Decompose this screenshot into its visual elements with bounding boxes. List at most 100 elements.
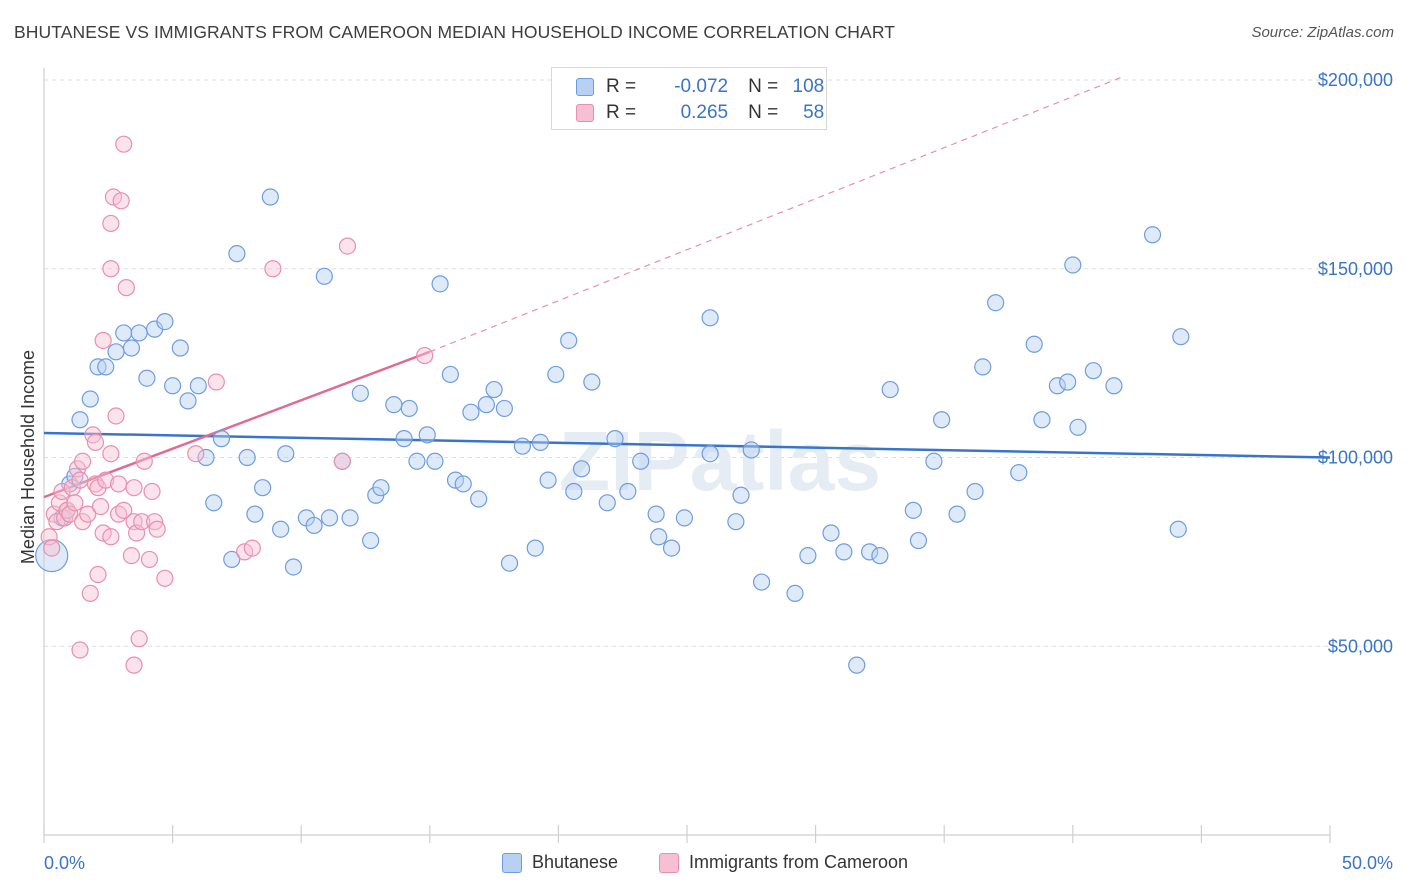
point-bhutanese [395,430,413,448]
point-bhutanese [560,331,578,350]
legend-item-cameroon[interactable]: Immigrants from Cameroon [659,852,908,873]
point-bhutanese [598,494,616,512]
x-tick-label-left: 0.0% [44,853,85,873]
point-cameroon [102,214,120,233]
point-bhutanese [418,426,436,444]
point-bhutanese [1048,377,1066,395]
point-bhutanese [531,433,549,451]
point-bhutanese [1172,328,1190,346]
point-cameroon [97,471,115,489]
point-bhutanese [500,554,519,572]
point-bhutanese [1059,373,1077,391]
legend-label-cameroon: Immigrants from Cameroon [689,852,909,872]
n-label: N = [748,76,779,97]
point-bhutanese [485,380,503,399]
point-cameroon [89,565,107,584]
point-bhutanese [470,490,488,508]
point-cameroon [264,260,282,278]
point-bhutanese [583,373,601,391]
legend-item-bhutanese[interactable]: Bhutanese [502,852,618,873]
y-tick-label: $50,000 [1328,636,1393,656]
point-bhutanese [904,501,922,519]
point-cameroon [117,279,135,297]
legend-swatch-bhutanese [576,78,594,96]
point-cameroon [102,445,120,463]
point-cameroon [102,260,120,278]
point-bhutanese [320,509,339,527]
point-bhutanese [572,460,591,478]
point-cameroon [207,373,225,391]
point-cameroon [243,539,261,557]
chart-title: BHUTANESE VS IMMIGRANTS FROM CAMEROON ME… [14,22,896,42]
point-bhutanese [619,482,637,501]
point-cameroon [79,505,97,523]
legend-swatch-bhutanese [502,852,522,873]
point-bhutanese [97,358,115,376]
point-bhutanese [238,448,256,467]
y-tick-label: $150,000 [1318,259,1393,279]
point-bhutanese [1010,464,1028,482]
point-cameroon [102,528,120,546]
point-bhutanese [539,471,557,489]
point-cameroon [156,569,174,587]
point-bhutanese [315,267,333,285]
point-bhutanese [647,505,665,523]
point-bhutanese [1084,362,1102,380]
point-bhutanese [81,390,99,408]
n-value-cameroon: 58 [803,102,825,123]
n-value-bhutanese: 108 [792,76,825,97]
point-bhutanese [197,448,215,467]
y-axis-title: Median Household Income [18,350,38,564]
stats-legend-row-bhutanese: R = -0.072 N = 108 [576,75,824,99]
point-bhutanese [701,309,719,327]
trend-line-cameroon-extension [429,75,1125,353]
axes [43,68,1331,843]
point-bhutanese [351,384,369,402]
point-bhutanese [799,547,817,565]
point-bhutanese [171,339,189,357]
r-value-bhutanese: -0.072 [674,76,729,97]
point-bhutanese [179,392,197,410]
point-bhutanese [752,573,771,591]
point-bhutanese [925,452,943,470]
chart-source: Source: ZipAtlas.com [1251,24,1394,41]
point-bhutanese [272,520,290,538]
r-label: R = [606,76,637,97]
point-bhutanese [974,358,992,376]
stats-legend: R = -0.072 N = 108 R = 0.265 N = 58 [551,67,827,130]
point-bhutanese [987,294,1005,312]
point-bhutanese [228,245,246,263]
point-cameroon [112,192,130,210]
point-cameroon [81,584,99,603]
point-bhutanese [835,543,853,561]
point-cameroon [133,513,151,531]
legend-swatch-cameroon [659,852,679,873]
point-cameroon [109,475,128,493]
point-bhutanese [385,396,403,414]
point-bhutanese [426,452,444,470]
point-bhutanese [1169,520,1187,538]
point-bhutanese [1069,418,1087,436]
point-bhutanese [71,411,89,429]
point-bhutanese [205,494,223,512]
point-bhutanese [632,452,650,470]
point-bhutanese [261,188,279,206]
point-bhutanese [662,539,681,557]
point-bhutanese [495,399,513,418]
point-cameroon [53,482,71,501]
point-bhutanese [1105,377,1123,395]
point-bhutanese [1064,256,1082,274]
point-bhutanese [547,365,565,384]
point-bhutanese [565,482,583,501]
point-bhutanese [462,403,480,421]
point-cameroon [125,479,143,497]
point-bhutanese [933,411,951,429]
legend-swatch-cameroon [576,104,594,122]
point-bhutanese [284,558,303,576]
point-bhutanese [881,380,899,399]
point-cameroon [140,550,159,569]
n-label: N = [748,102,779,123]
point-cameroon [338,237,357,255]
point-cameroon [130,630,148,648]
